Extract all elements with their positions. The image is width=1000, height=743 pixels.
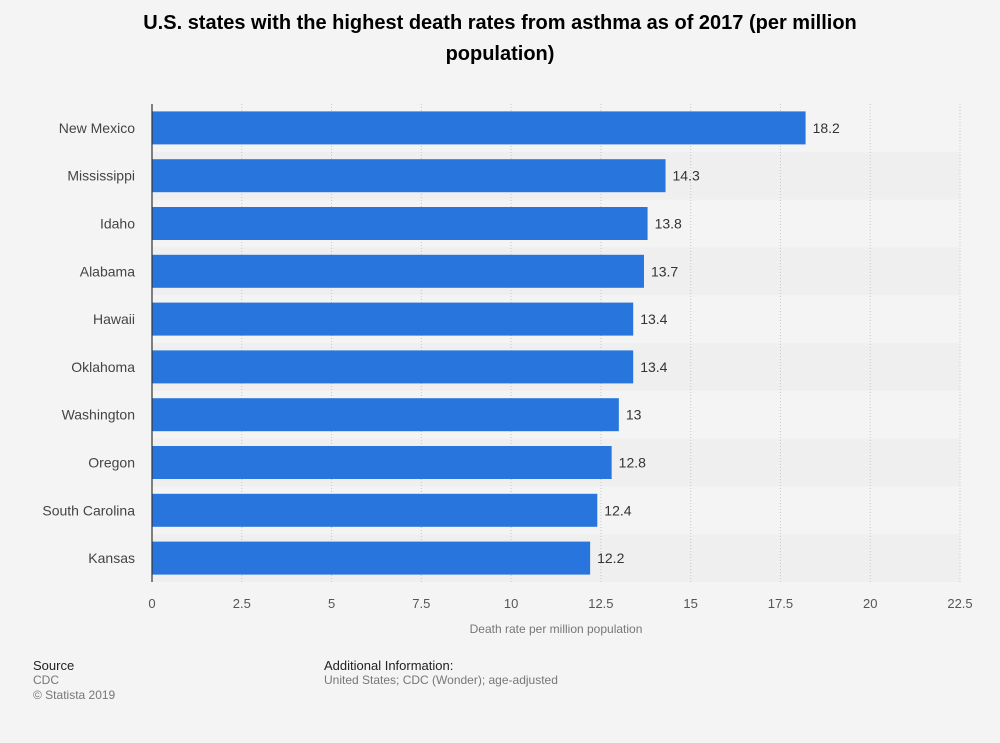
value-label: 14.3 xyxy=(673,168,700,184)
x-tick-label: 15 xyxy=(683,596,697,611)
additional-info-section: Additional Information: United States; C… xyxy=(324,658,558,688)
bar xyxy=(152,254,644,288)
x-tick-label: 10 xyxy=(504,596,518,611)
chart-title: U.S. states with the highest death rates… xyxy=(143,12,857,65)
value-label: 13.4 xyxy=(640,311,667,327)
bar xyxy=(152,493,598,527)
value-label: 12.8 xyxy=(619,455,646,471)
x-tick-label: 22.5 xyxy=(947,596,972,611)
additional-info-text: United States; CDC (Wonder); age-adjuste… xyxy=(324,673,558,687)
x-tick-label: 7.5 xyxy=(412,596,430,611)
value-label: 13.7 xyxy=(651,263,678,279)
category-label: Kansas xyxy=(88,550,135,566)
bar xyxy=(152,207,648,240)
category-label: Hawaii xyxy=(93,311,135,327)
category-label: Idaho xyxy=(100,216,135,232)
category-label: Mississippi xyxy=(67,168,135,184)
value-label: 18.2 xyxy=(813,120,840,136)
x-tick-label: 12.5 xyxy=(588,596,613,611)
bar xyxy=(152,111,806,145)
source-section: Source CDC © Statista 2019 xyxy=(33,658,115,703)
additional-info-heading: Additional Information: xyxy=(324,658,454,673)
x-tick-label: 2.5 xyxy=(233,596,251,611)
bar xyxy=(152,350,634,384)
bar xyxy=(152,302,634,336)
category-label: South Carolina xyxy=(42,502,135,518)
x-tick-label: 5 xyxy=(328,596,335,611)
source-heading: Source xyxy=(33,658,75,673)
category-label: New Mexico xyxy=(59,120,135,136)
value-label: 12.4 xyxy=(604,502,631,518)
x-tick-label: 20 xyxy=(863,596,877,611)
category-label: Washington xyxy=(62,407,135,423)
value-label: 13.4 xyxy=(640,359,667,375)
source-name: CDC xyxy=(33,673,59,687)
bar xyxy=(152,446,612,479)
copyright: © Statista 2019 xyxy=(33,688,116,702)
category-label: Oklahoma xyxy=(71,359,135,375)
bar-chart: 0 2.5 5 7.5 10 12.5 15 17.5 20 22.5 New Mexico 18.2… xyxy=(42,104,973,636)
value-label: 12.2 xyxy=(597,550,624,566)
bar xyxy=(152,398,619,432)
category-label: Alabama xyxy=(80,263,135,279)
value-label: 13.8 xyxy=(655,216,682,232)
category-label: Oregon xyxy=(88,455,135,471)
bar xyxy=(152,541,591,575)
bar xyxy=(152,159,666,193)
x-tick-label: 17.5 xyxy=(768,596,793,611)
x-tick-label: 0 xyxy=(148,596,155,611)
x-axis-title: Death rate per million population xyxy=(470,622,643,636)
value-label: 13 xyxy=(626,407,642,423)
